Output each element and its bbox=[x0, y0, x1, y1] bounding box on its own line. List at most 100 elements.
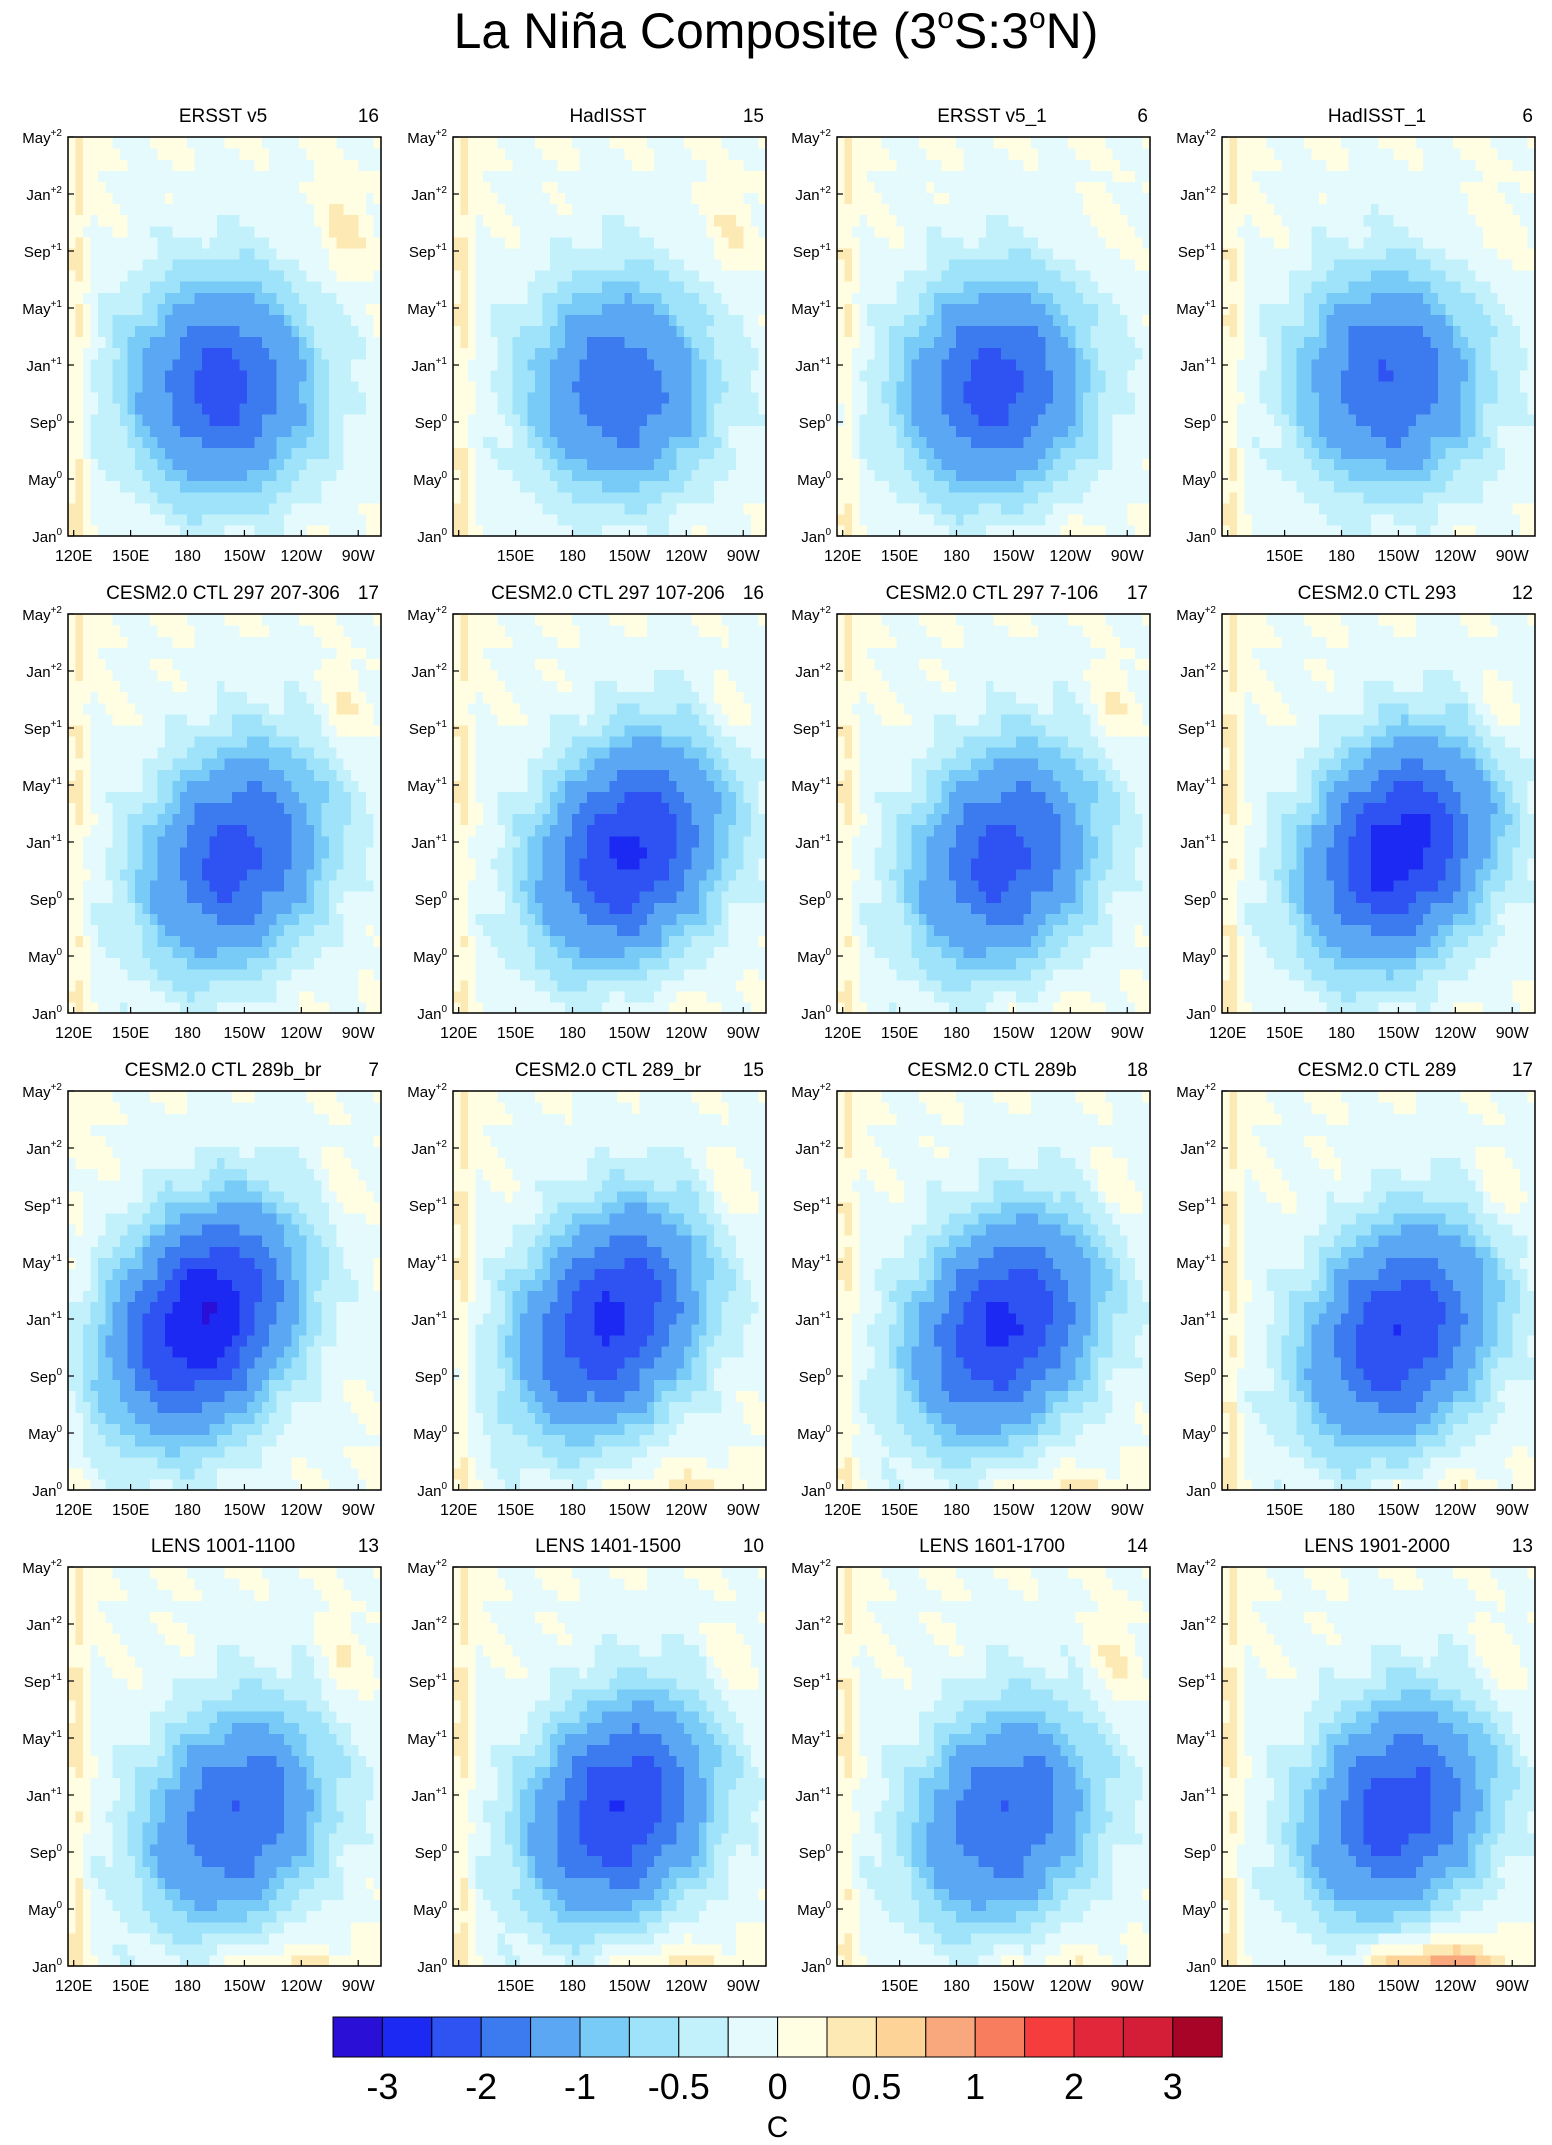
heatmap-cell bbox=[1068, 137, 1077, 149]
heatmap-cell bbox=[1105, 203, 1114, 216]
heatmap-cell bbox=[721, 292, 730, 304]
heatmap-cell bbox=[646, 247, 655, 260]
heatmap-cell bbox=[986, 524, 995, 537]
heatmap-cell bbox=[527, 137, 536, 149]
heatmap-cell bbox=[1015, 380, 1024, 393]
heatmap-cell bbox=[231, 181, 240, 194]
heatmap-cell bbox=[336, 203, 345, 216]
heatmap-cell bbox=[453, 137, 462, 149]
heatmap-cell bbox=[1112, 369, 1121, 382]
heatmap-cell bbox=[68, 181, 77, 194]
heatmap-cell bbox=[82, 502, 91, 515]
heatmap-cell bbox=[68, 436, 77, 448]
heatmap-cell bbox=[460, 502, 469, 515]
heatmap-cell bbox=[1075, 469, 1084, 482]
heatmap-cell bbox=[978, 414, 987, 426]
heatmap-cell bbox=[1236, 425, 1245, 437]
heatmap-cell bbox=[172, 203, 181, 216]
heatmap-cell bbox=[579, 369, 588, 382]
heatmap-cell bbox=[120, 236, 129, 249]
heatmap-cell bbox=[624, 137, 633, 149]
heatmap-cell bbox=[239, 203, 248, 216]
heatmap-cell bbox=[948, 369, 957, 382]
heatmap-cell bbox=[254, 181, 263, 194]
heatmap-cell bbox=[1053, 458, 1062, 471]
heatmap-cell bbox=[602, 491, 611, 504]
heatmap-cell bbox=[736, 436, 745, 448]
heatmap-cell bbox=[1045, 314, 1054, 327]
heatmap-cell bbox=[276, 391, 285, 404]
heatmap-cell bbox=[706, 236, 715, 249]
heatmap-cell bbox=[721, 225, 730, 238]
heatmap-cell bbox=[963, 469, 972, 482]
heatmap-cell bbox=[728, 192, 737, 205]
heatmap-cell bbox=[684, 380, 693, 393]
heatmap-cell bbox=[557, 225, 566, 238]
heatmap-cell bbox=[321, 314, 330, 327]
heatmap-cell bbox=[1030, 181, 1039, 194]
heatmap-cell bbox=[239, 469, 248, 482]
heatmap-cell bbox=[127, 170, 136, 182]
heatmap-cell bbox=[505, 181, 514, 194]
heatmap-cell bbox=[624, 159, 633, 171]
heatmap-cell bbox=[602, 281, 611, 293]
heatmap-cell bbox=[1229, 325, 1238, 338]
heatmap-cell bbox=[336, 281, 345, 293]
heatmap-cell bbox=[616, 203, 625, 216]
heatmap-cell bbox=[743, 192, 752, 205]
x-tick-label: 120E bbox=[55, 548, 92, 565]
heatmap-cell bbox=[284, 336, 293, 349]
heatmap-cell bbox=[1127, 270, 1136, 282]
heatmap-cell bbox=[336, 369, 345, 382]
heatmap-cell bbox=[1142, 380, 1151, 393]
heatmap-cell bbox=[1142, 403, 1151, 415]
heatmap-cell bbox=[1000, 336, 1009, 349]
heatmap-cell bbox=[276, 258, 285, 271]
heatmap-cell bbox=[343, 270, 352, 282]
heatmap-cell bbox=[1112, 391, 1121, 404]
heatmap-cell bbox=[579, 203, 588, 216]
heatmap-cell bbox=[859, 281, 868, 293]
heatmap-cell bbox=[866, 380, 875, 393]
heatmap-cell bbox=[209, 425, 218, 437]
heatmap-cell bbox=[1127, 358, 1136, 371]
heatmap-cell bbox=[691, 258, 700, 271]
heatmap-cell bbox=[135, 148, 144, 160]
heatmap-cell bbox=[844, 225, 853, 238]
heatmap-cell bbox=[1053, 469, 1062, 482]
heatmap-cell bbox=[467, 159, 476, 171]
heatmap-cell bbox=[97, 303, 106, 315]
heatmap-cell bbox=[889, 148, 898, 160]
heatmap-cell bbox=[209, 247, 218, 260]
heatmap-cell bbox=[269, 181, 278, 194]
heatmap-cell bbox=[135, 192, 144, 205]
heatmap-cell bbox=[676, 325, 685, 338]
heatmap-cell bbox=[1068, 436, 1077, 448]
heatmap-cell bbox=[1060, 225, 1069, 238]
heatmap-cell bbox=[911, 170, 920, 182]
heatmap-cell bbox=[713, 258, 722, 271]
heatmap-cell bbox=[579, 425, 588, 437]
heatmap-cell bbox=[926, 159, 935, 171]
heatmap-cell bbox=[859, 403, 868, 415]
heatmap-cell bbox=[549, 425, 558, 437]
y-tick-label: Jan+2 bbox=[411, 185, 447, 204]
heatmap-cell bbox=[239, 502, 248, 515]
heatmap-cell bbox=[497, 447, 506, 460]
heatmap-cell bbox=[284, 391, 293, 404]
heatmap-cell bbox=[239, 403, 248, 415]
heatmap-cell bbox=[209, 314, 218, 327]
heatmap-cell bbox=[209, 203, 218, 216]
heatmap-cell bbox=[1120, 270, 1129, 282]
heatmap-cell bbox=[112, 247, 121, 260]
heatmap-cell bbox=[157, 314, 166, 327]
heatmap-cell bbox=[75, 447, 84, 460]
heatmap-cell bbox=[482, 325, 491, 338]
heatmap-cell bbox=[728, 159, 737, 171]
heatmap-cell bbox=[684, 491, 693, 504]
heatmap-cell bbox=[1060, 458, 1069, 471]
heatmap-cell bbox=[1142, 347, 1151, 360]
heatmap-cell bbox=[948, 325, 957, 338]
heatmap-cell bbox=[1259, 203, 1268, 216]
heatmap-cell bbox=[1120, 236, 1129, 249]
